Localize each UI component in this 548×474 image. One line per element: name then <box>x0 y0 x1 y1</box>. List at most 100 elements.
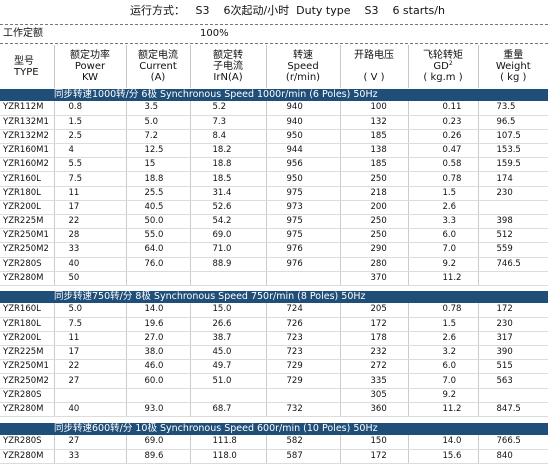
table-cell: 100 <box>340 101 409 116</box>
table-cell: 11 <box>54 186 127 201</box>
table-cell: YZR160L <box>0 303 55 318</box>
table-cell: 944 <box>266 143 341 159</box>
table-cell: 11 <box>54 331 127 347</box>
work-rating-value: 100% <box>200 28 229 39</box>
table-cell: 12.5 <box>126 143 191 159</box>
table-cell: 18.8 <box>190 157 267 173</box>
table-cell: 587 <box>266 449 341 464</box>
table-cell: 69.0 <box>190 228 267 244</box>
table-cell: 729 <box>266 373 341 389</box>
table-cell: 1.5 <box>408 317 479 332</box>
table-cell: 390 <box>478 345 548 361</box>
table-row: YZR160M1 4 12.5 18.2 944 138 0.47 153.5 <box>0 143 548 159</box>
table-cell: 205 <box>340 303 409 318</box>
table-cell: 51.0 <box>190 373 267 389</box>
table-cell: 272 <box>340 359 409 375</box>
spec-table: YZR112M 0.8 3.5 5.2 940 100 0.11 73.5 YZR132M1 1.… <box>0 101 548 286</box>
table-cell: YZR160M2 <box>0 157 55 173</box>
table-cell: 107.5 <box>478 129 548 145</box>
table-cell: 5.5 <box>54 157 127 173</box>
table-cell: 975 <box>266 186 341 201</box>
table-cell: 563 <box>478 373 548 389</box>
table-cell: YZR180L <box>0 317 55 332</box>
table-cell <box>126 388 191 403</box>
table-cell: 250 <box>340 228 409 244</box>
table-cell: 172 <box>340 449 409 464</box>
table-row: YZR225M 22 50.0 54.2 975 250 3.3 398 <box>0 214 548 230</box>
table-cell: 71.0 <box>190 242 267 258</box>
column-header-current: 额定电流 Current (A) <box>126 45 191 88</box>
table-row: YZR132M2 2.5 7.2 8.4 950 185 0.26 107.5 <box>0 129 548 145</box>
table-cell: 55.0 <box>126 228 191 244</box>
table-cell: 27 <box>54 373 127 389</box>
table-cell: 305 <box>340 388 409 403</box>
table-cell: 280 <box>340 257 409 272</box>
table-cell: 15 <box>126 157 191 173</box>
table-cell: 64.0 <box>126 242 191 258</box>
table-cell: 172 <box>478 303 548 318</box>
table-cell: 975 <box>266 214 341 230</box>
table-cell: 28 <box>54 228 127 244</box>
table-cell: 230 <box>478 317 548 332</box>
table-cell: 956 <box>266 157 341 173</box>
table-cell: 54.2 <box>190 214 267 230</box>
table-cell: 18.2 <box>190 143 267 159</box>
table-cell: 975 <box>266 228 341 244</box>
column-header-power: 额定功率 Power KW <box>54 45 127 88</box>
table-cell: 4 <box>54 143 127 159</box>
table-cell: 9.2 <box>408 388 479 403</box>
table-row: YZR280M 40 93.0 68.7 732 360 11.2 847.5 <box>0 402 548 418</box>
table-cell: 200 <box>340 200 409 216</box>
table-cell: 153.5 <box>478 143 548 159</box>
table-cell: 940 <box>266 115 341 130</box>
table-row: YZR280M 33 89.6 118.0 587 172 15.6 840 <box>0 449 548 464</box>
table-row: YZR225M 17 38.0 45.0 723 232 3.2 390 <box>0 345 548 361</box>
table-cell: 0.47 <box>408 143 479 159</box>
table-cell: YZR280M <box>0 271 55 286</box>
table-cell: YZR225M <box>0 345 55 361</box>
table-row: YZR112M 0.8 3.5 5.2 940 100 0.11 73.5 <box>0 101 548 116</box>
table-cell <box>478 271 548 286</box>
table-row: YZR250M2 27 60.0 51.0 729 335 7.0 563 <box>0 373 548 389</box>
table-cell: 5.0 <box>54 303 127 318</box>
work-rating-row: 工作定额 100% <box>0 27 548 41</box>
table-cell: 27 <box>54 435 127 450</box>
table-cell: 73.5 <box>478 101 548 116</box>
table-cell <box>478 200 548 216</box>
table-cell: 2.5 <box>54 129 127 145</box>
table-row: YZR280S 40 76.0 88.9 976 280 9.2 746.5 <box>0 257 548 272</box>
table-cell: YZR160L <box>0 171 55 187</box>
table-cell: 0.26 <box>408 129 479 145</box>
table-cell: 150 <box>340 435 409 450</box>
table-cell: YZR250M2 <box>0 373 55 389</box>
table-cell: 46.0 <box>126 359 191 375</box>
table-cell: 31.4 <box>190 186 267 201</box>
table-cell: 230 <box>478 186 548 201</box>
column-header-type: 型号 TYPE <box>0 45 55 88</box>
table-row: YZR180L 7.5 19.6 26.6 726 172 1.5 230 <box>0 317 548 332</box>
table-cell: 38.7 <box>190 331 267 347</box>
table-cell: YZR250M1 <box>0 228 55 244</box>
table-row: YZR160L 5.0 14.0 15.0 724 205 0.78 172 <box>0 303 548 318</box>
table-row: YZR132M1 1.5 5.0 7.3 940 132 0.23 96.5 <box>0 115 548 130</box>
table-cell: YZR280M <box>0 449 55 464</box>
table-cell: 0.78 <box>408 303 479 318</box>
table-cell: 512 <box>478 228 548 244</box>
table-cell: YZR160M1 <box>0 143 55 159</box>
table-cell: 27.0 <box>126 331 191 347</box>
table-cell: 7.5 <box>54 171 127 187</box>
table-cell: 559 <box>478 242 548 258</box>
table-cell: 746.5 <box>478 257 548 272</box>
table-cell: 5.2 <box>190 101 267 116</box>
table-cell <box>478 388 548 403</box>
table-cell: YZR280S <box>0 257 55 272</box>
table-cell: 18.8 <box>126 171 191 187</box>
table-cell: 15.0 <box>190 303 267 318</box>
table-cell <box>266 271 341 286</box>
table-cell: 317 <box>478 331 548 347</box>
table-cell: YZR280S <box>0 388 55 403</box>
table-cell: 132 <box>340 115 409 130</box>
table-cell: 60.0 <box>126 373 191 389</box>
table-cell: 6.0 <box>408 359 479 375</box>
